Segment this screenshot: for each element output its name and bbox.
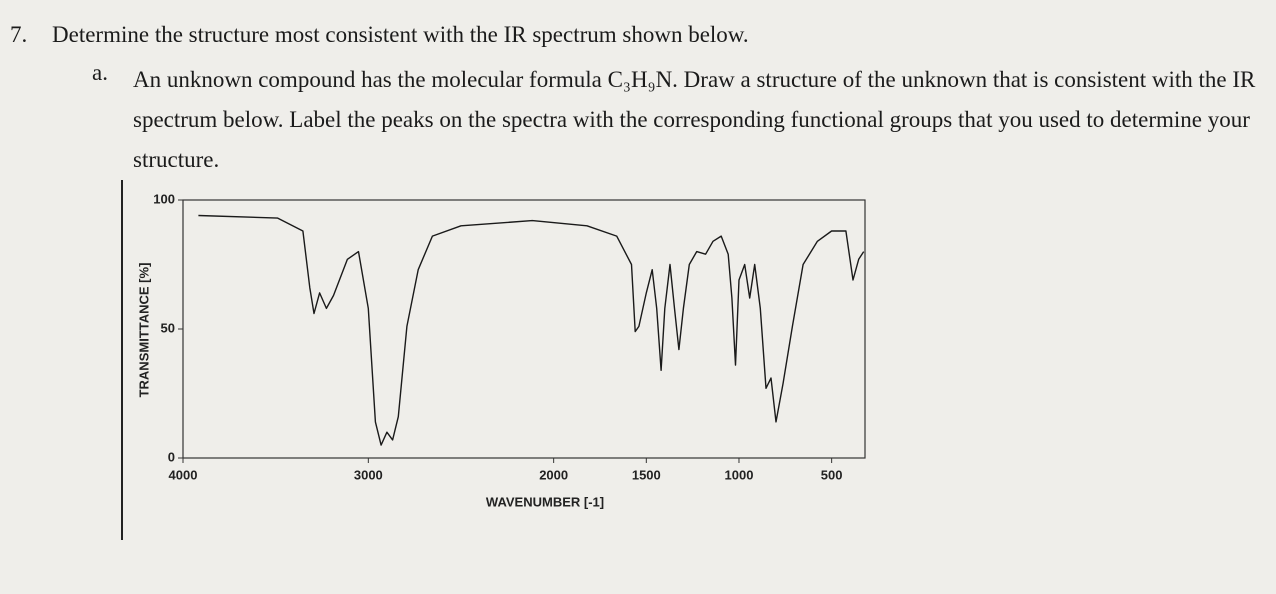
y-tick-label: 100 (153, 191, 175, 206)
spectrum-line (198, 214, 865, 446)
x-tick-label: 1000 (725, 467, 754, 482)
y-axis-label: TRANSMITTANCE [%] (136, 263, 151, 398)
x-tick-label: 500 (821, 467, 843, 482)
y-tick-label: 50 (161, 320, 175, 335)
x-axis-label: WAVENUMBER [-1] (486, 494, 604, 509)
x-tick-label: 3000 (354, 467, 383, 482)
plot-frame (182, 199, 866, 459)
x-tick-label: 2000 (539, 467, 568, 482)
part-text: An unknown compound has the molecular fo… (133, 67, 1256, 172)
question-number: 7. (10, 22, 28, 47)
part-label: a. (92, 60, 108, 85)
x-tick-label: 4000 (169, 467, 198, 482)
question-text: Determine the structure most consistent … (52, 22, 749, 47)
x-tick-label: 1500 (632, 467, 661, 482)
y-tick-label: 0 (168, 449, 175, 464)
